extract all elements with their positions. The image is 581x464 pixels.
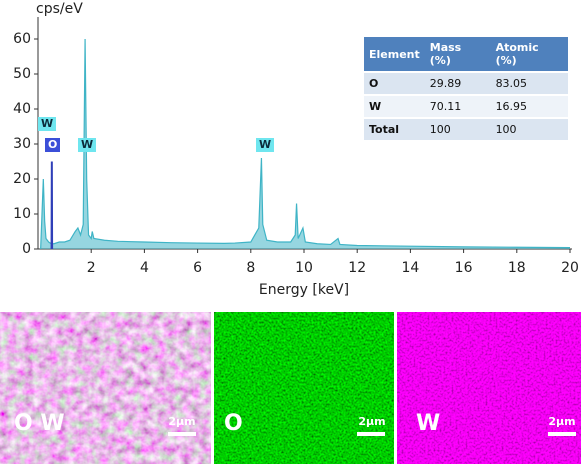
map-label: O W <box>14 411 65 436</box>
y-tick-label: 0 <box>22 241 31 257</box>
scale-label: 2μm <box>358 415 385 428</box>
x-tick-label: 12 <box>348 260 366 276</box>
spectrum-chart: cps/eV Energy [keV] 0 10 20 30 40 50 60 2 4 6 8 10 1… <box>13 1 579 298</box>
x-tick-label: 16 <box>455 260 473 276</box>
table-cell: 29.89 <box>424 73 491 94</box>
scale-label: 2μm <box>548 415 575 428</box>
y-axis-label: cps/eV <box>36 1 83 17</box>
y-tick-label: 20 <box>13 171 31 187</box>
spectrum-line <box>50 161 54 250</box>
table-cell: W <box>364 96 425 117</box>
element-maps: O W O W 2μm 2μm 2μm <box>0 312 581 464</box>
x-tick-label: 6 <box>193 260 202 276</box>
peak-label: W <box>78 138 97 152</box>
x-tick-label: 20 <box>561 260 579 276</box>
tungsten-map <box>397 312 581 464</box>
table-row: O 29.89 83.05 <box>364 73 568 94</box>
x-tick-label: 14 <box>401 260 419 276</box>
scale-bar <box>357 432 385 436</box>
y-tick-label: 30 <box>13 136 31 152</box>
table-cell: 100 <box>424 119 491 140</box>
scale-label: 2μm <box>168 415 195 428</box>
table-cell: 100 <box>490 119 568 140</box>
peak-label: O <box>45 138 61 152</box>
table-header: Element Mass (%) Atomic (%) <box>364 37 568 71</box>
table-cell: O <box>364 73 425 94</box>
x-tick-label: 8 <box>246 260 255 276</box>
scale-bar <box>548 432 576 436</box>
table-row: Total 100 100 <box>364 119 568 140</box>
table-row: W 70.11 16.95 <box>364 96 568 117</box>
scale-bar <box>168 432 196 436</box>
oxygen-map <box>214 312 394 464</box>
y-tick-label: 40 <box>13 101 31 117</box>
header-cell: Atomic (%) <box>490 37 568 71</box>
composition-table: Element Mass (%) Atomic (%) O 29.89 83.05 W… <box>364 35 568 142</box>
map-label: O <box>224 411 243 436</box>
x-tick-label: 18 <box>508 260 526 276</box>
table-cell: 83.05 <box>490 73 568 94</box>
peak-label: W <box>38 117 57 131</box>
table-cell: Total <box>364 119 425 140</box>
table-cell: 70.11 <box>424 96 491 117</box>
peak-label: W <box>256 138 275 152</box>
x-tick-label: 2 <box>87 260 96 276</box>
y-tick-label: 60 <box>13 31 31 47</box>
header-cell: Mass (%) <box>424 37 491 71</box>
x-tick-label: 10 <box>295 260 313 276</box>
y-tick-label: 50 <box>13 66 31 82</box>
y-tick-label: 10 <box>13 206 31 222</box>
header-cell: Element <box>364 37 425 71</box>
x-axis-label: Energy [keV] <box>259 282 349 298</box>
map-label: W <box>416 411 440 436</box>
table-cell: 16.95 <box>490 96 568 117</box>
sem-overlay-map <box>0 312 211 464</box>
x-tick-label: 4 <box>140 260 149 276</box>
